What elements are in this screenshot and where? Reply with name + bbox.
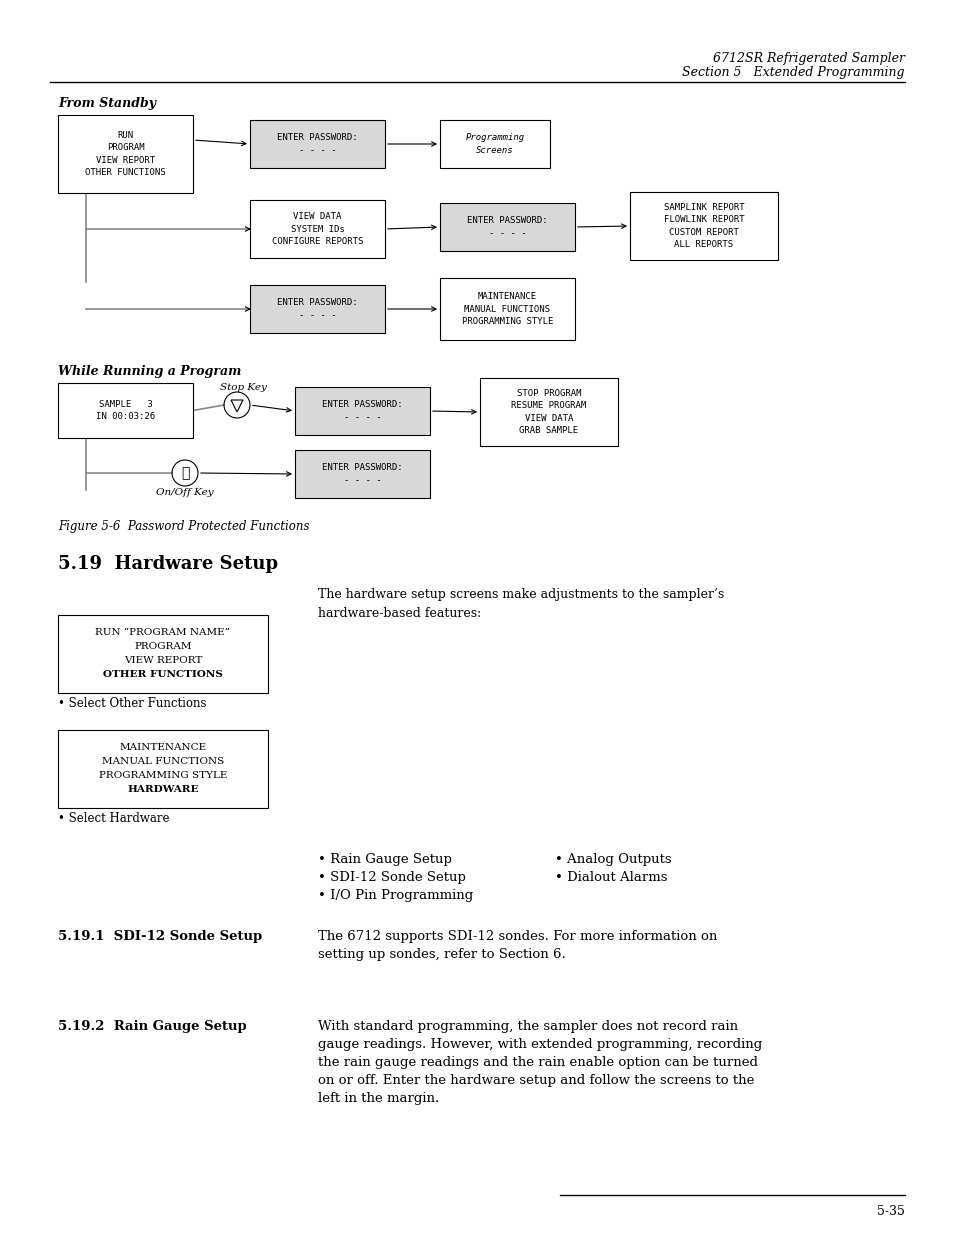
Text: Screens: Screens xyxy=(476,146,514,154)
Text: PROGRAMMING STYLE: PROGRAMMING STYLE xyxy=(99,771,227,781)
Text: RUN “PROGRAM NAME”: RUN “PROGRAM NAME” xyxy=(95,629,231,637)
Bar xyxy=(58,115,193,193)
Text: The hardware setup screens make adjustments to the sampler’s
hardware-based feat: The hardware setup screens make adjustme… xyxy=(317,588,723,620)
Text: ALL REPORTS: ALL REPORTS xyxy=(674,241,733,249)
Bar xyxy=(250,120,385,168)
Text: - - - -: - - - - xyxy=(343,475,381,485)
Text: • Dialout Alarms: • Dialout Alarms xyxy=(555,871,667,884)
Bar xyxy=(294,387,430,435)
Bar xyxy=(250,285,385,333)
Text: Stop Key: Stop Key xyxy=(220,383,267,391)
Text: PROGRAM: PROGRAM xyxy=(134,642,192,651)
Bar xyxy=(58,730,268,808)
Text: STOP PROGRAM: STOP PROGRAM xyxy=(517,389,580,398)
Text: VIEW DATA: VIEW DATA xyxy=(293,212,341,221)
Bar xyxy=(294,450,430,498)
Bar xyxy=(58,615,268,693)
Text: ENTER PASSWORD:: ENTER PASSWORD: xyxy=(467,216,547,225)
Text: OTHER FUNCTIONS: OTHER FUNCTIONS xyxy=(85,168,166,178)
Text: HARDWARE: HARDWARE xyxy=(127,785,198,794)
Text: • SDI-12 Sonde Setup: • SDI-12 Sonde Setup xyxy=(317,871,465,884)
Bar xyxy=(439,278,575,340)
Text: 5.19.2  Rain Gauge Setup: 5.19.2 Rain Gauge Setup xyxy=(58,1020,247,1032)
Text: • Analog Outputs: • Analog Outputs xyxy=(555,853,671,866)
Text: 6712SR Refrigerated Sampler: 6712SR Refrigerated Sampler xyxy=(712,52,904,65)
Bar xyxy=(479,378,618,446)
Text: PROGRAMMING STYLE: PROGRAMMING STYLE xyxy=(461,317,553,326)
Text: • Rain Gauge Setup: • Rain Gauge Setup xyxy=(317,853,452,866)
Bar xyxy=(250,200,385,258)
Text: • Select Hardware: • Select Hardware xyxy=(58,811,170,825)
Text: • Select Other Functions: • Select Other Functions xyxy=(58,697,206,710)
Text: ENTER PASSWORD:: ENTER PASSWORD: xyxy=(277,298,357,308)
Text: • I/O Pin Programming: • I/O Pin Programming xyxy=(317,889,473,902)
Text: SAMPLE   3: SAMPLE 3 xyxy=(98,400,152,409)
Bar xyxy=(58,383,193,438)
Text: ENTER PASSWORD:: ENTER PASSWORD: xyxy=(277,133,357,142)
Text: ENTER PASSWORD:: ENTER PASSWORD: xyxy=(322,463,402,472)
Text: MAINTENANCE: MAINTENANCE xyxy=(119,743,207,752)
Text: Programming: Programming xyxy=(465,133,524,142)
Text: - - - -: - - - - xyxy=(298,311,336,320)
Text: SAMPLINK REPORT: SAMPLINK REPORT xyxy=(663,203,743,211)
Text: SYSTEM IDs: SYSTEM IDs xyxy=(291,225,344,233)
Text: GRAB SAMPLE: GRAB SAMPLE xyxy=(518,426,578,436)
Text: From Standby: From Standby xyxy=(58,98,156,110)
Text: With standard programming, the sampler does not record rain
gauge readings. Howe: With standard programming, the sampler d… xyxy=(317,1020,761,1105)
Text: The 6712 supports SDI-12 sondes. For more information on
setting up sondes, refe: The 6712 supports SDI-12 sondes. For mor… xyxy=(317,930,717,961)
Text: OTHER FUNCTIONS: OTHER FUNCTIONS xyxy=(103,671,223,679)
Text: ⏻: ⏻ xyxy=(181,466,189,480)
Text: On/Off Key: On/Off Key xyxy=(156,488,213,496)
Text: MANUAL FUNCTIONS: MANUAL FUNCTIONS xyxy=(464,305,550,314)
Text: CUSTOM REPORT: CUSTOM REPORT xyxy=(668,227,739,237)
Text: 5.19  Hardware Setup: 5.19 Hardware Setup xyxy=(58,555,278,573)
Text: Figure 5-6  Password Protected Functions: Figure 5-6 Password Protected Functions xyxy=(58,520,309,534)
Bar xyxy=(439,203,575,251)
Text: MANUAL FUNCTIONS: MANUAL FUNCTIONS xyxy=(102,757,224,766)
Text: - - - -: - - - - xyxy=(298,146,336,154)
Text: MAINTENANCE: MAINTENANCE xyxy=(477,291,537,301)
Bar xyxy=(629,191,778,261)
Text: VIEW REPORT: VIEW REPORT xyxy=(96,156,155,164)
Text: VIEW REPORT: VIEW REPORT xyxy=(124,656,202,664)
Text: RESUME PROGRAM: RESUME PROGRAM xyxy=(511,401,586,410)
Bar xyxy=(439,120,550,168)
Text: - - - -: - - - - xyxy=(343,412,381,422)
Text: While Running a Program: While Running a Program xyxy=(58,366,241,378)
Text: PROGRAM: PROGRAM xyxy=(107,143,144,152)
Text: 5-35: 5-35 xyxy=(876,1205,904,1218)
Text: RUN: RUN xyxy=(117,131,133,140)
Text: VIEW DATA: VIEW DATA xyxy=(524,414,573,422)
Text: Section 5   Extended Programming: Section 5 Extended Programming xyxy=(681,65,904,79)
Text: IN 00:03:26: IN 00:03:26 xyxy=(96,412,155,421)
Text: FLOWLINK REPORT: FLOWLINK REPORT xyxy=(663,215,743,225)
Text: 5.19.1  SDI-12 Sonde Setup: 5.19.1 SDI-12 Sonde Setup xyxy=(58,930,262,944)
Text: - - - -: - - - - xyxy=(488,228,526,238)
Text: CONFIGURE REPORTS: CONFIGURE REPORTS xyxy=(272,237,363,246)
Text: ENTER PASSWORD:: ENTER PASSWORD: xyxy=(322,400,402,409)
